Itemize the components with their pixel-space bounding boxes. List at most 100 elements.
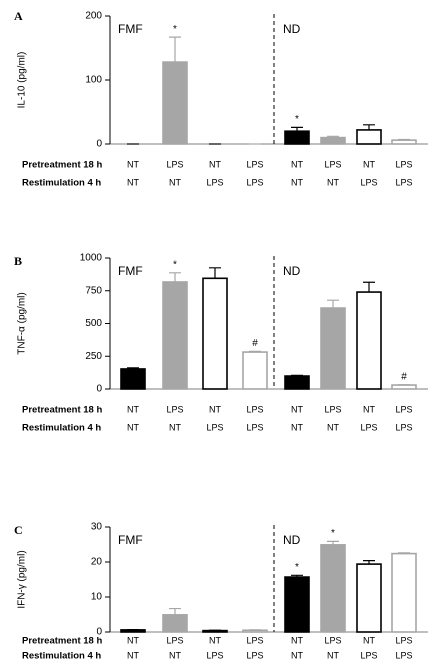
significance-marker: # — [252, 338, 258, 349]
bar — [162, 281, 188, 390]
error-bar — [327, 135, 339, 138]
bar — [356, 129, 382, 145]
bar — [356, 563, 382, 633]
error-bar — [127, 367, 139, 369]
x-tick-label: NT — [327, 177, 339, 187]
x-tick-label: LPS — [324, 404, 341, 414]
bar — [242, 351, 268, 390]
x-tick-label: LPS — [246, 635, 263, 645]
row-label: Pretreatment 18 h — [22, 636, 102, 647]
bar — [320, 307, 346, 390]
x-tick-label: LPS — [246, 650, 263, 660]
x-tick-label: LPS — [166, 404, 183, 414]
x-tick-label: LPS — [395, 404, 412, 414]
x-tick-label: NT — [291, 422, 303, 432]
y-tick-label: 750 — [85, 285, 102, 296]
panel-label: B — [14, 254, 22, 268]
bar — [202, 277, 228, 390]
x-tick-label: LPS — [206, 650, 223, 660]
bar — [391, 139, 417, 145]
x-tick-label: NT — [127, 177, 139, 187]
x-tick-label: LPS — [166, 159, 183, 169]
x-tick-label: NT — [291, 635, 303, 645]
y-tick-label: 1000 — [80, 253, 103, 264]
x-tick-label: NT — [291, 650, 303, 660]
y-tick-label: 0 — [96, 384, 102, 395]
x-tick-label: NT — [209, 159, 221, 169]
group-label: FMF — [118, 533, 143, 547]
x-tick-label: NT — [327, 650, 339, 660]
row-label: Pretreatment 18 h — [22, 405, 102, 416]
x-tick-label: LPS — [206, 422, 223, 432]
x-tick-label: NT — [363, 635, 375, 645]
error-bar — [291, 126, 303, 132]
x-tick-label: LPS — [166, 635, 183, 645]
row-label: Restimulation 4 h — [22, 651, 101, 661]
significance-marker: * — [331, 528, 335, 539]
bar — [284, 130, 310, 145]
x-tick-label: LPS — [324, 159, 341, 169]
bar — [162, 614, 188, 633]
error-bar — [169, 272, 181, 282]
bar — [391, 384, 417, 390]
x-tick-label: NT — [291, 159, 303, 169]
x-tick-label: NT — [127, 404, 139, 414]
x-tick-label: LPS — [395, 422, 412, 432]
y-tick-label: 500 — [85, 318, 102, 329]
x-tick-label: NT — [291, 404, 303, 414]
y-tick-label: 20 — [91, 557, 103, 568]
error-bar — [363, 281, 375, 293]
y-tick-label: 250 — [85, 351, 102, 362]
x-tick-label: NT — [209, 404, 221, 414]
error-bar — [327, 540, 339, 545]
bar — [162, 61, 188, 145]
bar — [242, 629, 268, 633]
error-bar — [209, 267, 221, 279]
panel-label: A — [14, 9, 23, 23]
x-tick-label: LPS — [324, 635, 341, 645]
x-tick-label: LPS — [395, 177, 412, 187]
significance-marker: # — [401, 371, 407, 382]
x-tick-label: LPS — [360, 650, 377, 660]
error-bar — [291, 574, 303, 578]
x-tick-label: LPS — [246, 159, 263, 169]
x-tick-label: NT — [127, 650, 139, 660]
group-label: ND — [283, 533, 301, 547]
bar — [284, 375, 310, 390]
y-tick-label: 10 — [91, 592, 103, 603]
bar — [320, 544, 346, 633]
x-tick-label: NT — [209, 635, 221, 645]
x-tick-label: LPS — [395, 159, 412, 169]
group-label: ND — [283, 264, 301, 278]
x-tick-label: NT — [363, 159, 375, 169]
x-tick-label: LPS — [395, 635, 412, 645]
y-tick-label: 0 — [96, 627, 102, 638]
x-tick-label: LPS — [360, 177, 377, 187]
x-tick-label: NT — [327, 422, 339, 432]
y-tick-label: 100 — [85, 75, 102, 86]
x-tick-label: NT — [363, 404, 375, 414]
panel-label: C — [14, 523, 23, 537]
error-bar — [363, 124, 375, 130]
bar — [120, 368, 146, 390]
bar — [284, 576, 310, 633]
x-tick-label: LPS — [206, 177, 223, 187]
row-label: Pretreatment 18 h — [22, 160, 102, 171]
x-tick-label: LPS — [395, 650, 412, 660]
y-axis-label: IL-10 (pg/ml) — [17, 52, 28, 109]
x-tick-label: LPS — [246, 404, 263, 414]
significance-marker: * — [173, 24, 177, 35]
significance-marker: * — [173, 259, 177, 270]
bar — [320, 136, 346, 145]
y-tick-label: 200 — [85, 11, 102, 22]
x-tick-label: LPS — [246, 422, 263, 432]
row-label: Restimulation 4 h — [22, 178, 101, 189]
error-bar — [169, 36, 181, 63]
x-tick-label: NT — [127, 635, 139, 645]
y-tick-label: 30 — [91, 522, 103, 533]
x-tick-label: NT — [127, 159, 139, 169]
group-label: FMF — [118, 22, 143, 36]
group-label: ND — [283, 22, 301, 36]
bar — [391, 552, 417, 633]
